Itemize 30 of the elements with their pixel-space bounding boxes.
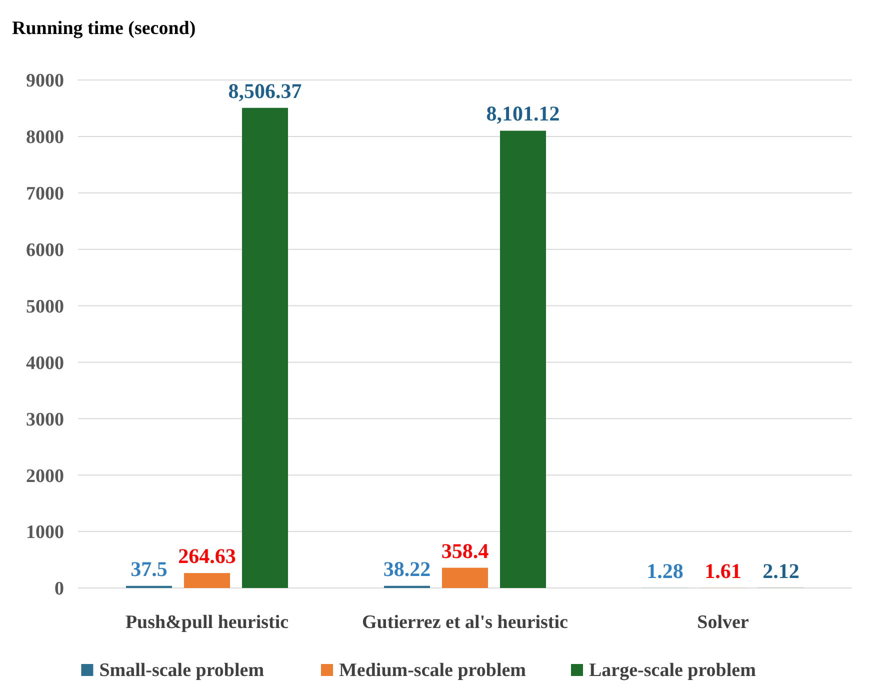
legend-label: Medium-scale problem [339, 660, 526, 681]
y-tick-label: 6000 [26, 240, 64, 261]
data-label: 37.5 [130, 556, 168, 581]
y-tick-label: 4000 [26, 352, 64, 374]
y-tick-label: 2000 [26, 466, 64, 487]
x-tick-label: Push&pull heuristic [125, 612, 289, 633]
y-axis-title: Running time (second) [12, 18, 196, 39]
y-tick-label: 8000 [26, 127, 64, 148]
x-tick-label: Gutierrez et al's heuristic [362, 612, 568, 633]
data-label: 2.12 [762, 558, 800, 583]
data-label: 8,101.12 [486, 102, 560, 126]
x-tick-label: Solver [697, 612, 750, 633]
data-label: 8,506.37 [228, 78, 302, 103]
data-label: 264.63 [178, 544, 236, 568]
data-label: 358.4 [441, 538, 490, 563]
bar [500, 130, 546, 588]
data-label: 1.28 [646, 558, 684, 583]
legend-label: Small-scale problem [99, 660, 264, 681]
y-tick-label: 7000 [26, 184, 64, 205]
legend-label: Large-scale problem [589, 660, 756, 681]
y-tick-label: 5000 [26, 296, 64, 318]
y-tick-label: 1000 [26, 522, 64, 544]
bar [184, 573, 230, 588]
y-tick-label: 9000 [26, 70, 64, 92]
y-tick-label: 0 [54, 578, 64, 600]
y-tick-label: 3000 [26, 409, 64, 430]
data-label: 38.22 [383, 556, 431, 581]
bar [242, 108, 288, 588]
bar [442, 568, 488, 588]
data-label: 1.61 [704, 558, 742, 583]
